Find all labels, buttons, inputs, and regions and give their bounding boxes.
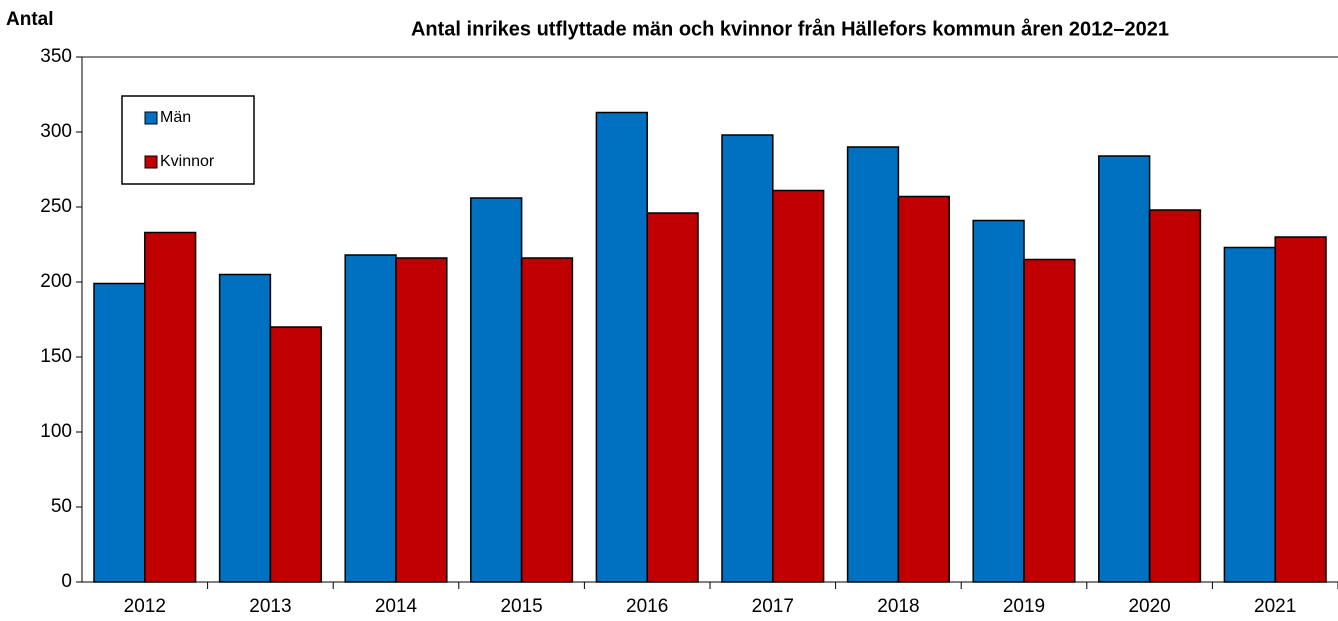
y-axis-label: Antal bbox=[6, 9, 54, 30]
y-tick-label: 150 bbox=[40, 346, 72, 367]
bar bbox=[1223, 246, 1276, 583]
bar bbox=[144, 231, 197, 583]
bar bbox=[520, 257, 574, 583]
legend-label: Män bbox=[160, 109, 191, 126]
legend-swatch bbox=[144, 155, 158, 169]
y-tick-label: 50 bbox=[51, 496, 72, 517]
chart-title: Antal inrikes utflyttade män och kvinnor… bbox=[411, 17, 1169, 40]
y-tick-label: 0 bbox=[61, 571, 72, 592]
bar bbox=[93, 282, 146, 583]
legend-label: Kvinnor bbox=[160, 153, 215, 170]
legend-swatch bbox=[144, 111, 158, 125]
legend-box bbox=[121, 95, 255, 185]
y-tick-label: 100 bbox=[40, 421, 72, 442]
bar bbox=[721, 134, 774, 583]
x-tick-label: 2020 bbox=[1128, 596, 1170, 617]
bar bbox=[595, 111, 648, 583]
y-tick-label: 250 bbox=[40, 196, 72, 217]
bar bbox=[344, 254, 397, 583]
bar bbox=[646, 212, 699, 583]
x-tick-label: 2021 bbox=[1254, 596, 1296, 617]
y-tick-label: 300 bbox=[40, 121, 72, 142]
bar bbox=[846, 146, 900, 583]
bar bbox=[772, 189, 825, 583]
x-tick-label: 2017 bbox=[752, 596, 794, 617]
bar bbox=[269, 326, 322, 583]
x-tick-label: 2015 bbox=[500, 596, 542, 617]
bar bbox=[1023, 258, 1076, 583]
bar bbox=[470, 197, 523, 583]
y-tick-label: 200 bbox=[40, 271, 72, 292]
x-tick-label: 2018 bbox=[877, 596, 919, 617]
x-tick-label: 2012 bbox=[124, 596, 166, 617]
bar bbox=[897, 195, 950, 583]
bar bbox=[218, 273, 272, 583]
x-tick-label: 2019 bbox=[1003, 596, 1045, 617]
bar bbox=[1148, 209, 1202, 583]
x-tick-label: 2014 bbox=[375, 596, 418, 617]
y-tick-label: 350 bbox=[40, 46, 72, 67]
x-tick-label: 2013 bbox=[249, 596, 291, 617]
x-tick-label: 2016 bbox=[626, 596, 668, 617]
bar bbox=[972, 219, 1025, 583]
bar bbox=[1098, 155, 1151, 583]
bar bbox=[1274, 236, 1327, 583]
bar bbox=[395, 257, 448, 583]
